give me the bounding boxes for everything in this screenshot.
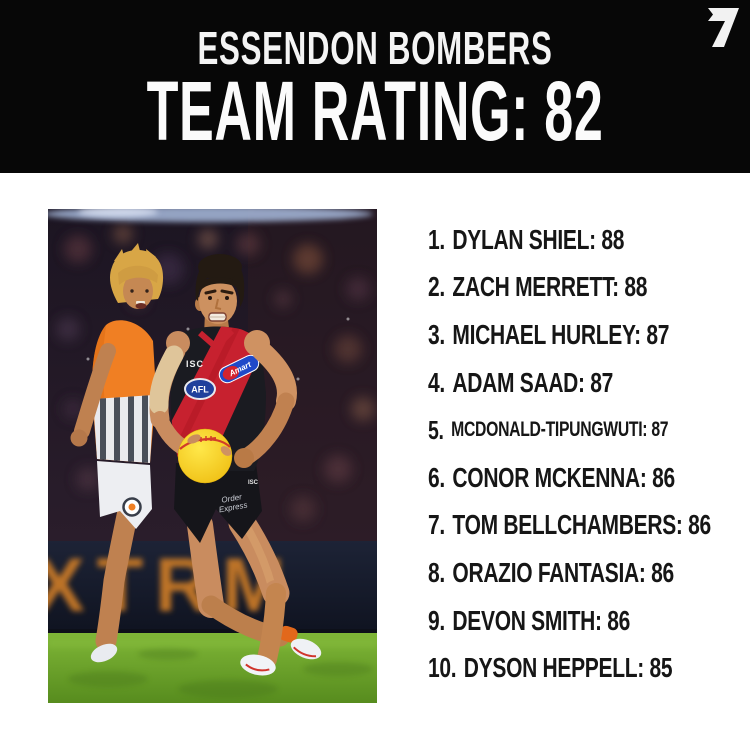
orange-sock — [279, 625, 298, 643]
player-name-rating: ZACH MERRETT: 88 — [452, 271, 648, 303]
player-name-rating: ORAZIO FANTASIA: 86 — [452, 556, 674, 588]
shorts-brand-text: ISC — [248, 480, 259, 486]
player-rating-item: 6. CONOR MCKENNA: 86 — [428, 454, 711, 502]
player-rank: 6. — [428, 461, 445, 493]
football — [177, 428, 233, 484]
player-rating-item: 1. DYLAN SHIEL: 88 — [428, 216, 711, 264]
player-name-rating: ADAM SAAD: 87 — [452, 366, 614, 398]
shorts-text-line1: Order — [221, 492, 243, 504]
jersey-chest-brand: ISC — [186, 359, 204, 369]
ad-board-text: XTRM — [48, 543, 297, 628]
header-banner: ESSENDON BOMBERS TEAM RATING: 82 — [0, 0, 750, 173]
player-rating-item: 8. ORAZIO FANTASIA: 86 — [428, 549, 711, 597]
player-rating-item: 3. MICHAEL HURLEY: 87 — [428, 311, 711, 359]
player-rating-item: 10. DYSON HEPPELL: 85 — [428, 644, 711, 692]
player-rating-item: 4. ADAM SAAD: 87 — [428, 359, 711, 407]
afl-logo: AFL — [184, 378, 216, 400]
player-rating-list: 1. DYLAN SHIEL: 88 2. ZACH MERRETT: 88 3… — [428, 216, 750, 692]
player-rank: 9. — [428, 604, 445, 636]
player-name-rating: MICHAEL HURLEY: 87 — [452, 318, 670, 350]
player-rank: 2. — [428, 271, 445, 303]
player-rank: 4. — [428, 366, 445, 398]
player-rank: 10. — [428, 652, 457, 684]
ball-carrier: Order Express ISC ISC — [149, 254, 322, 676]
seven-network-logo-icon — [708, 8, 739, 47]
essendon-shorts — [174, 463, 262, 543]
team-name: ESSENDON BOMBERS — [197, 22, 553, 74]
player-rating-item: 5. MCDONALD-TIPUNGWUTI: 87 — [428, 406, 711, 454]
player-name-rating: TOM BELLCHAMBERS: 86 — [452, 509, 711, 541]
player-name-rating: DYLAN SHIEL: 88 — [452, 223, 625, 255]
player-rank: 8. — [428, 556, 445, 588]
player-rank: 1. — [428, 223, 445, 255]
player-rating-item: 2. ZACH MERRETT: 88 — [428, 264, 711, 312]
sash-sponsor-logo: Amart — [218, 354, 260, 384]
player-name-rating: MCDONALD-TIPUNGWUTI: 87 — [451, 418, 669, 442]
player-rank: 3. — [428, 318, 445, 350]
player-rating-item: 7. TOM BELLCHAMBERS: 86 — [428, 502, 711, 550]
page-title: TEAM RATING: 82 — [146, 64, 604, 158]
player-name-rating: DEVON SMITH: 86 — [452, 604, 630, 636]
player-name-rating: DYSON HEPPELL: 85 — [463, 652, 673, 684]
shoulder-strapping-tape — [149, 345, 184, 415]
chasing-player — [70, 243, 164, 663]
match-photo-illustration: XTRM — [48, 209, 377, 703]
player-rating-item: 9. DEVON SMITH: 86 — [428, 597, 711, 645]
svg-text:AFL: AFL — [191, 385, 209, 395]
player-name-rating: CONOR MCKENNA: 86 — [452, 461, 675, 493]
match-photo: XTRM — [48, 209, 377, 703]
player-rank: 7. — [428, 509, 445, 541]
player-rank: 5. — [428, 414, 444, 445]
